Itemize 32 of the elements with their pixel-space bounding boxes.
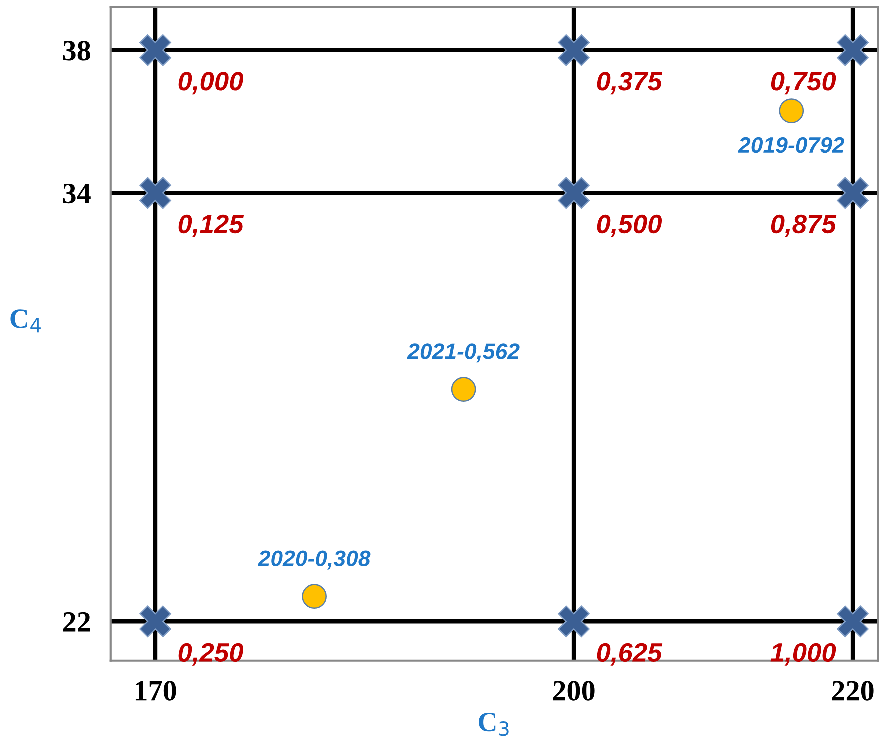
annotation: 0,750 xyxy=(771,72,836,95)
annotation: 2020-0,308 xyxy=(258,550,371,570)
annotation: 0,625 xyxy=(597,643,663,666)
point xyxy=(451,377,476,402)
point xyxy=(302,584,327,610)
point xyxy=(779,98,804,124)
x-tick-label: 200 xyxy=(553,681,595,701)
point xyxy=(558,177,590,210)
point xyxy=(837,606,869,638)
annotation: 0,250 xyxy=(178,643,244,666)
annotation: 0,875 xyxy=(771,214,837,238)
annotation: 1,000 xyxy=(770,643,836,666)
x-tick-label: 220 xyxy=(832,681,874,701)
annotation: 0,000 xyxy=(178,72,244,95)
point xyxy=(558,606,590,638)
point xyxy=(140,177,172,210)
y-tick-label: 38 xyxy=(63,41,90,61)
annotation: 0,125 xyxy=(178,214,244,238)
y-tick-label: 22 xyxy=(63,612,90,632)
point xyxy=(837,34,869,66)
point xyxy=(558,34,590,66)
y-axis-title: C$_{4}$ xyxy=(10,310,41,333)
point xyxy=(140,34,172,66)
y-tick-label: 34 xyxy=(63,184,91,204)
annotation: 0,500 xyxy=(597,214,662,238)
point xyxy=(837,177,869,210)
x-axis-title: C$_{3}$ xyxy=(479,712,509,736)
annotation: 2021-0,562 xyxy=(407,344,520,363)
annotation: 2019-0792 xyxy=(738,137,845,154)
point xyxy=(140,606,172,638)
annotation: 0,375 xyxy=(597,72,663,95)
x-tick-label: 170 xyxy=(136,681,176,701)
